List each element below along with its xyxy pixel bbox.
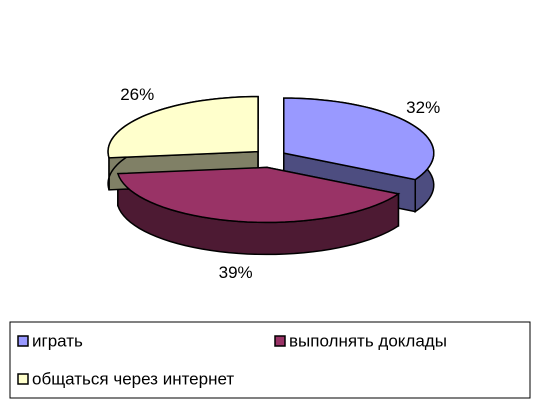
legend-swatch [17,373,29,385]
legend-swatch [17,335,29,347]
data-label: 26% [120,85,154,104]
data-label: 39% [219,263,253,282]
legend-box [9,321,531,399]
slice [107,95,259,159]
data-label: 32% [406,98,440,117]
legend-label: играть [32,331,83,350]
slice [283,97,435,181]
slice [116,166,401,224]
legend-label: общаться через интернет [32,369,234,388]
legend-label: выполнять доклады [289,331,447,350]
legend-swatch [274,335,286,347]
